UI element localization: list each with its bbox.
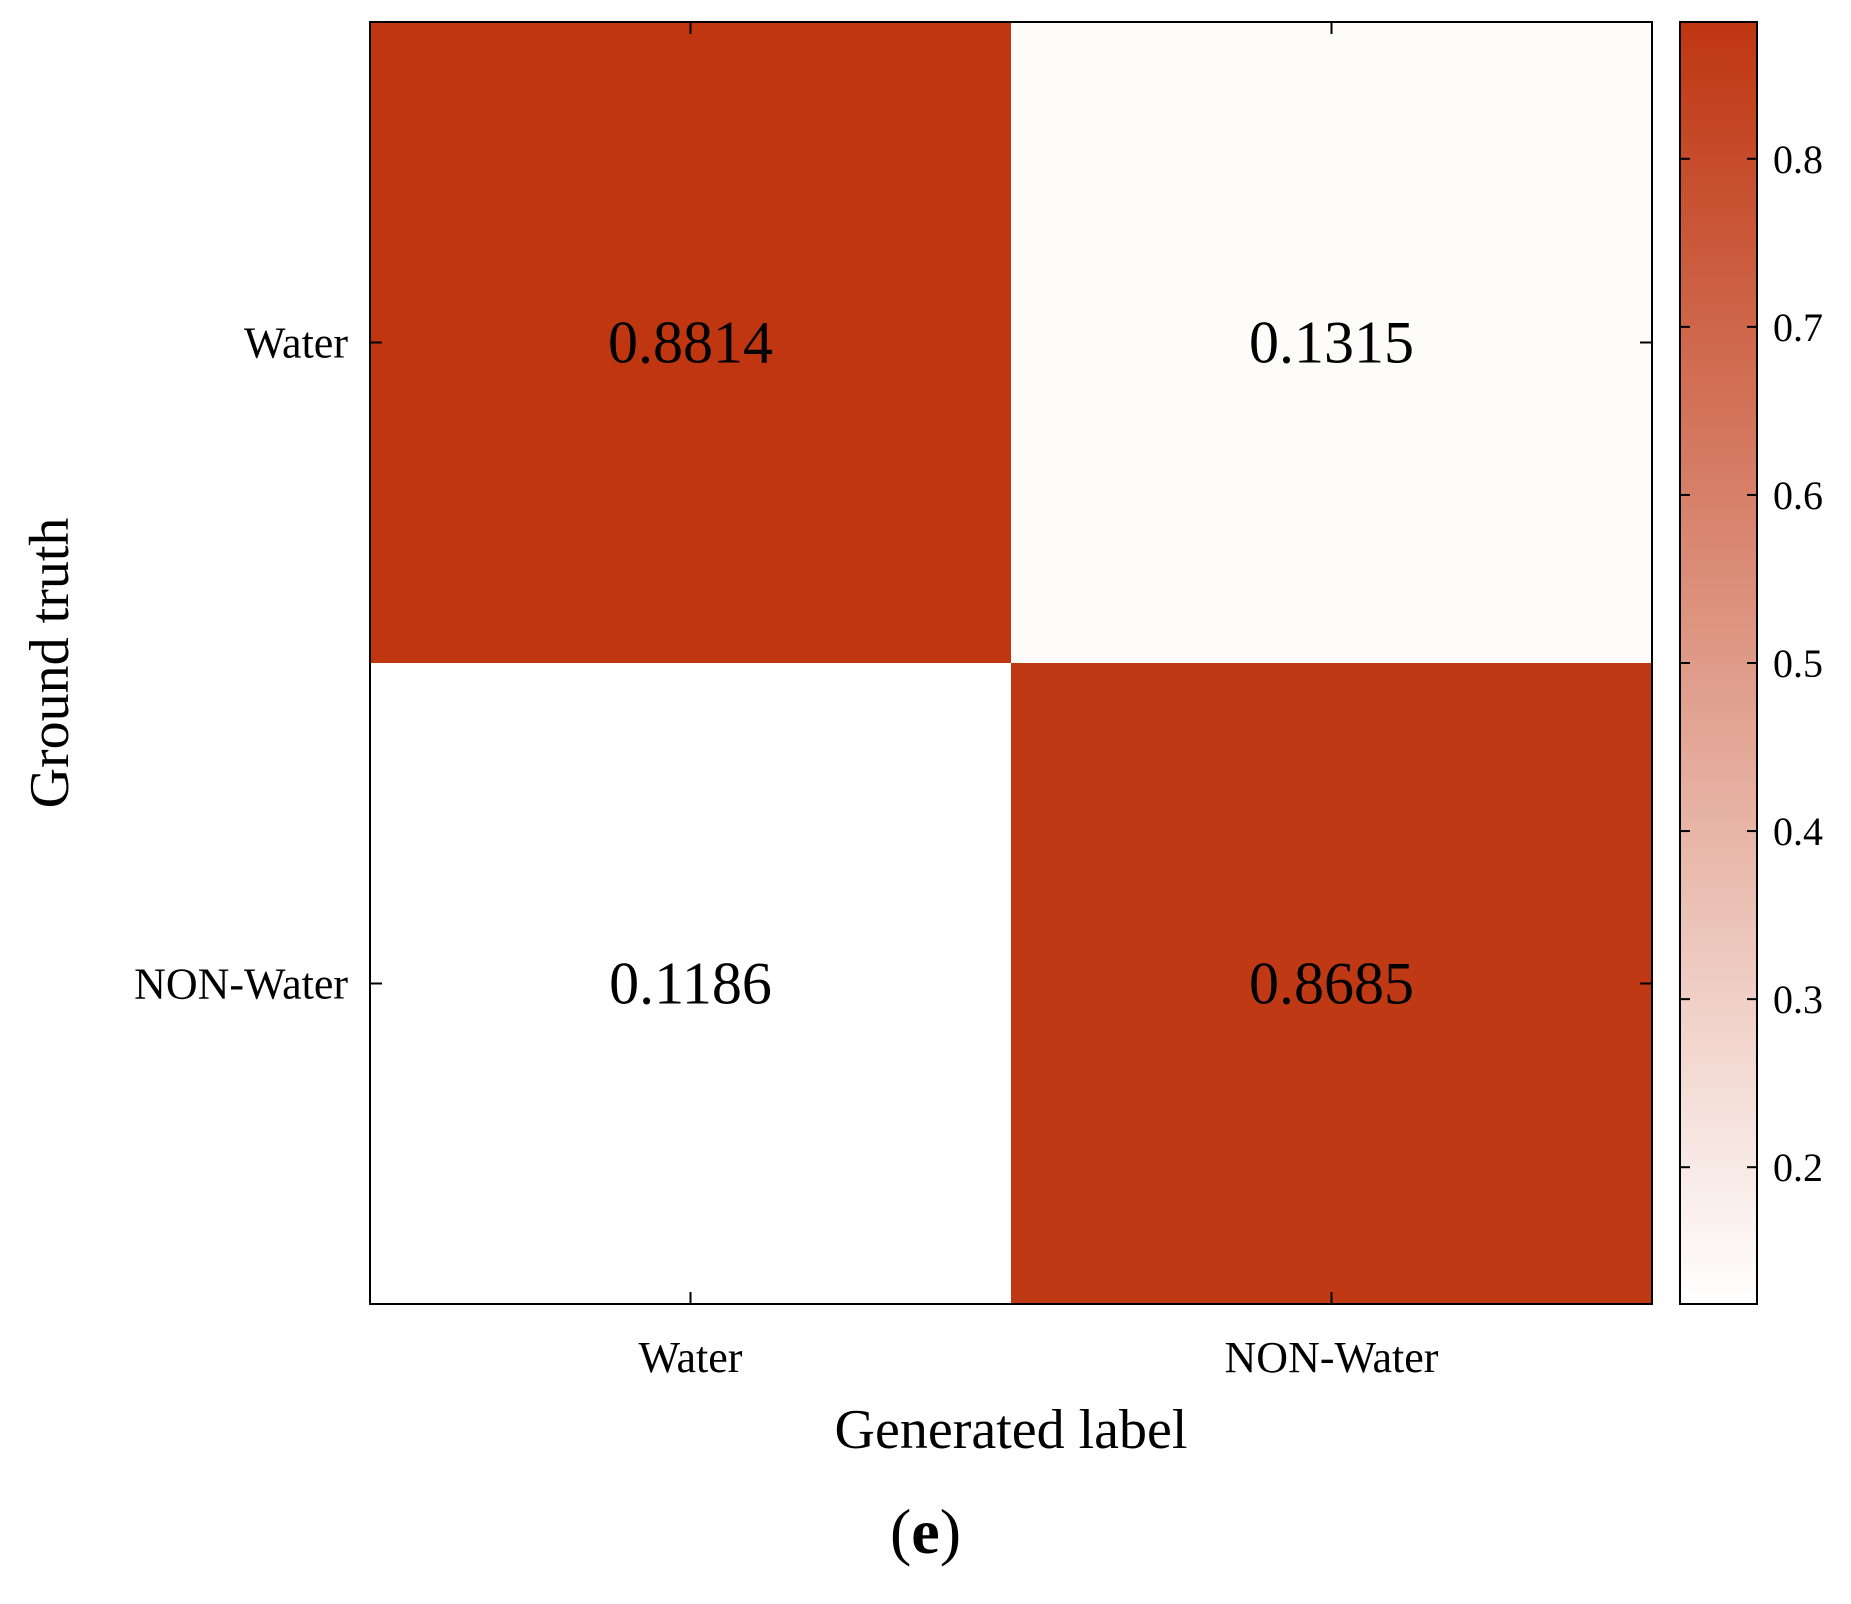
colorbar-ticks: 0.2 0.3 0.4 0.5 0.6 0.7 0.8	[1680, 137, 1823, 1190]
heatmap-cell-r0-c1	[1011, 22, 1652, 663]
heatmap-cell-r0-c0	[370, 22, 1011, 663]
colorbar-tick-label: 0.7	[1773, 305, 1823, 350]
panel-label: (e)	[0, 1495, 1851, 1569]
colorbar-tick-label: 0.2	[1773, 1145, 1823, 1190]
cell-value-label: 0.8685	[1249, 951, 1414, 1017]
x-tick-label: NON-Water	[1225, 1333, 1439, 1382]
colorbar-tick-label: 0.8	[1773, 137, 1823, 182]
cell-value-label: 0.1315	[1249, 310, 1414, 376]
colorbar-tick-label: 0.5	[1773, 641, 1823, 686]
axes: Water NON-Water Water NON-Water	[134, 22, 1652, 1382]
y-axis-title: Ground truth	[19, 518, 81, 809]
heatmap-cell-r1-c1	[1011, 663, 1652, 1304]
x-tick-label: Water	[639, 1333, 743, 1382]
heatmap-cell-r1-c0	[370, 663, 1011, 1304]
y-tick-label: Water	[244, 319, 348, 368]
colorbar-tick-label: 0.4	[1773, 809, 1823, 854]
heatmap-cells	[370, 22, 1652, 1304]
colorbar	[1679, 21, 1758, 1305]
panel-label-close: )	[939, 1496, 962, 1567]
plot-frame	[369, 21, 1653, 1305]
x-axis-title: Generated label	[835, 1399, 1188, 1461]
panel-label-open: (	[889, 1496, 912, 1567]
colorbar-tick-label: 0.3	[1773, 977, 1823, 1022]
heatmap-cell-labels: 0.8814 0.1315 0.1186 0.8685	[608, 310, 1414, 1017]
panel-label-letter: e	[911, 1496, 940, 1567]
cell-value-label: 0.8814	[608, 310, 773, 376]
cell-value-label: 0.1186	[609, 951, 772, 1017]
colorbar-tick-label: 0.6	[1773, 473, 1823, 518]
y-tick-label: NON-Water	[134, 960, 348, 1009]
